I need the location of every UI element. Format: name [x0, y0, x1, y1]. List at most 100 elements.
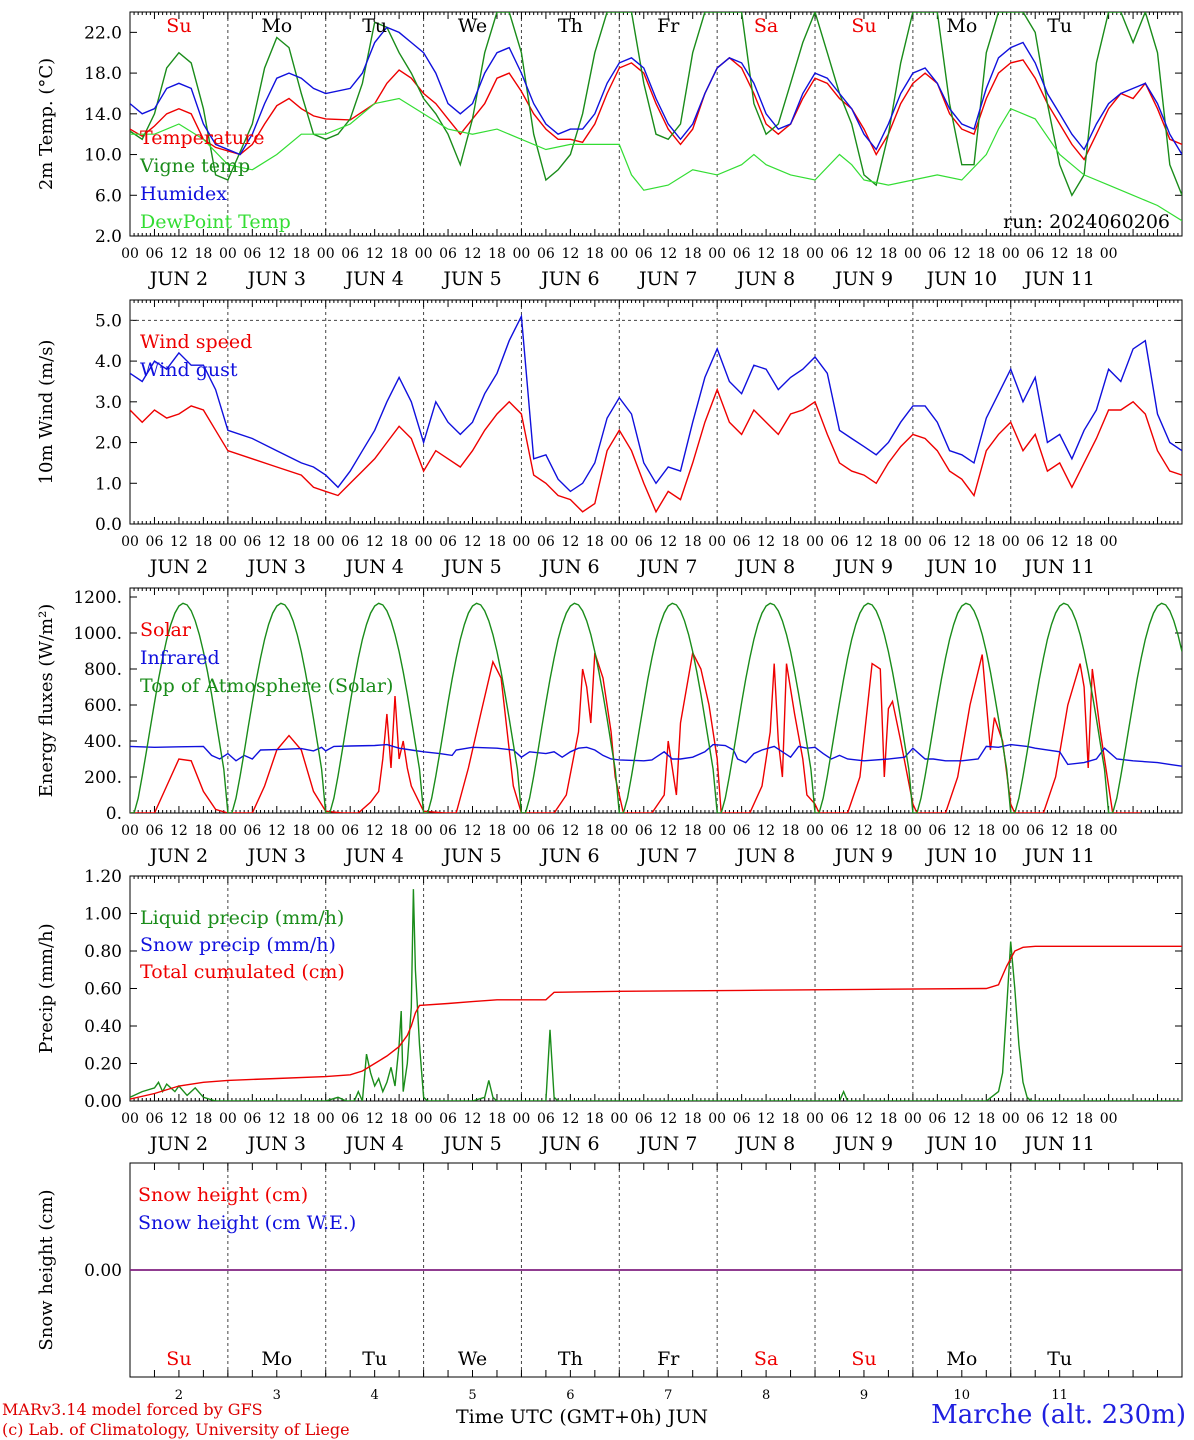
- x-hour-label: 12: [855, 823, 873, 839]
- x-date-label: JUN 5: [441, 556, 501, 578]
- x-hour-label: 00: [904, 246, 922, 262]
- x-date-label: JUN 6: [539, 268, 599, 290]
- x-hour-label: 18: [782, 246, 800, 262]
- x-hour-label: 18: [194, 246, 212, 262]
- x-hour-label: 18: [977, 1111, 995, 1127]
- x-hour-label: 00: [806, 823, 824, 839]
- series-line-total-cumulated-cm-: [130, 945, 1182, 1100]
- x-hour-label: 18: [194, 1111, 212, 1127]
- x-hour-label: 18: [880, 1111, 898, 1127]
- x-hour-label: 18: [684, 246, 702, 262]
- y-tick-label: 0.40: [84, 1017, 122, 1037]
- day-abbr-label: We: [458, 15, 487, 37]
- x-hour-label: 00: [806, 1111, 824, 1127]
- legend-entry: Snow height (cm): [138, 1184, 308, 1206]
- y-tick-label: 1.0: [95, 474, 122, 494]
- x-hour-label: 12: [659, 823, 677, 839]
- day-abbr-label: We: [458, 1348, 487, 1370]
- x-hour-label: 12: [1051, 823, 1069, 839]
- panel-energy: 0. 200. 400. 600. 800. 1000. 1200. Energy fluxe…: [36, 587, 1183, 867]
- y-tick-label: 0.20: [84, 1055, 122, 1075]
- x-hour-label: 12: [170, 823, 188, 839]
- day-abbr-label: Th: [558, 15, 583, 37]
- x-date-label: JUN 2: [148, 268, 208, 290]
- y-tick-label: 0.80: [84, 942, 122, 962]
- x-hour-label: 00: [610, 1111, 628, 1127]
- x-date-label: JUN 3: [246, 845, 306, 867]
- x-hour-label: 06: [341, 1111, 359, 1127]
- y-tick-label: 10.0: [84, 146, 122, 166]
- x-hour-label: 00: [610, 246, 628, 262]
- day-number-label: 7: [664, 1388, 672, 1403]
- x-hour-label: 12: [366, 1111, 384, 1127]
- x-hour-label: 12: [464, 246, 482, 262]
- day-abbr-label: Su: [851, 15, 876, 37]
- x-hour-label: 00: [708, 823, 726, 839]
- x-date-label: JUN 8: [735, 1133, 795, 1155]
- x-date-label: JUN 11: [1022, 845, 1094, 867]
- x-hour-label: 12: [855, 534, 873, 550]
- x-hour-label: 12: [855, 1111, 873, 1127]
- y-tick-label: 22.0: [84, 23, 122, 43]
- x-hour-label: 00: [317, 823, 335, 839]
- x-hour-label: 12: [366, 534, 384, 550]
- x-hour-label: 18: [1075, 246, 1093, 262]
- day-abbr-label: Sa: [754, 15, 778, 37]
- x-hour-label: 12: [366, 246, 384, 262]
- x-hour-label: 06: [243, 246, 261, 262]
- y-tick-label: 0.00: [84, 1092, 122, 1112]
- x-hour-label: 12: [561, 534, 579, 550]
- panel-temperature: 2.0 6.0 10.0 14.0 18.0 22.0 2m Temp. (°C) Tempe…: [36, 11, 1183, 290]
- y-tick-label: 1.00: [84, 905, 122, 925]
- x-hour-label: 18: [977, 823, 995, 839]
- x-hour-label: 06: [439, 246, 457, 262]
- day-number-label: 2: [175, 1388, 183, 1403]
- day-abbr-label: Tu: [362, 1348, 387, 1370]
- x-hour-label: 06: [146, 246, 164, 262]
- x-hour-label: 18: [1075, 534, 1093, 550]
- x-hour-label: 06: [341, 823, 359, 839]
- x-hour-label: 06: [733, 1111, 751, 1127]
- day-abbr-label: Mo: [261, 15, 292, 37]
- x-date-label: JUN 2: [148, 556, 208, 578]
- x-hour-label: 12: [561, 246, 579, 262]
- x-hour-label: 06: [146, 1111, 164, 1127]
- y-axis-label: 2m Temp. (°C): [36, 58, 57, 190]
- x-hour-label: 18: [292, 823, 310, 839]
- x-hour-label: 18: [880, 246, 898, 262]
- legend-entry: Temperature: [140, 127, 264, 149]
- x-date-label: JUN 7: [637, 1133, 697, 1155]
- series-line-wind-gust: [130, 313, 1182, 493]
- x-hour-label: 12: [464, 1111, 482, 1127]
- x-hour-label: 00: [219, 246, 237, 262]
- day-abbr-label: Su: [851, 1348, 876, 1370]
- x-hour-label: 00: [1100, 534, 1118, 550]
- x-hour-label: 12: [855, 246, 873, 262]
- y-tick-label: 0.: [106, 804, 122, 824]
- y-axis-label: Energy fluxes (W/m²): [36, 604, 57, 798]
- x-hour-label: 00: [806, 534, 824, 550]
- x-hour-label: 12: [268, 246, 286, 262]
- x-hour-label: 18: [782, 823, 800, 839]
- x-hour-label: 00: [708, 534, 726, 550]
- y-tick-label: 3.0: [95, 393, 122, 413]
- x-hour-label: 12: [268, 1111, 286, 1127]
- x-hour-label: 06: [146, 534, 164, 550]
- x-hour-label: 06: [439, 823, 457, 839]
- day-abbr-label: Tu: [1047, 15, 1072, 37]
- x-date-label: JUN 5: [441, 268, 501, 290]
- x-hour-label: 06: [831, 534, 849, 550]
- legend-entry: DewPoint Temp: [140, 211, 291, 233]
- y-tick-label: 14.0: [84, 105, 122, 125]
- y-tick-label: 1000.: [73, 624, 122, 644]
- x-hour-label: 06: [635, 246, 653, 262]
- x-hour-label: 00: [1100, 246, 1118, 262]
- x-hour-label: 00: [904, 823, 922, 839]
- legend-entry: Humidex: [140, 183, 227, 205]
- x-hour-label: 18: [292, 1111, 310, 1127]
- legend-entry: Infrared: [140, 647, 220, 669]
- x-hour-label: 00: [317, 534, 335, 550]
- x-hour-label: 00: [121, 534, 139, 550]
- x-date-label: JUN 3: [246, 268, 306, 290]
- x-hour-label: 06: [928, 534, 946, 550]
